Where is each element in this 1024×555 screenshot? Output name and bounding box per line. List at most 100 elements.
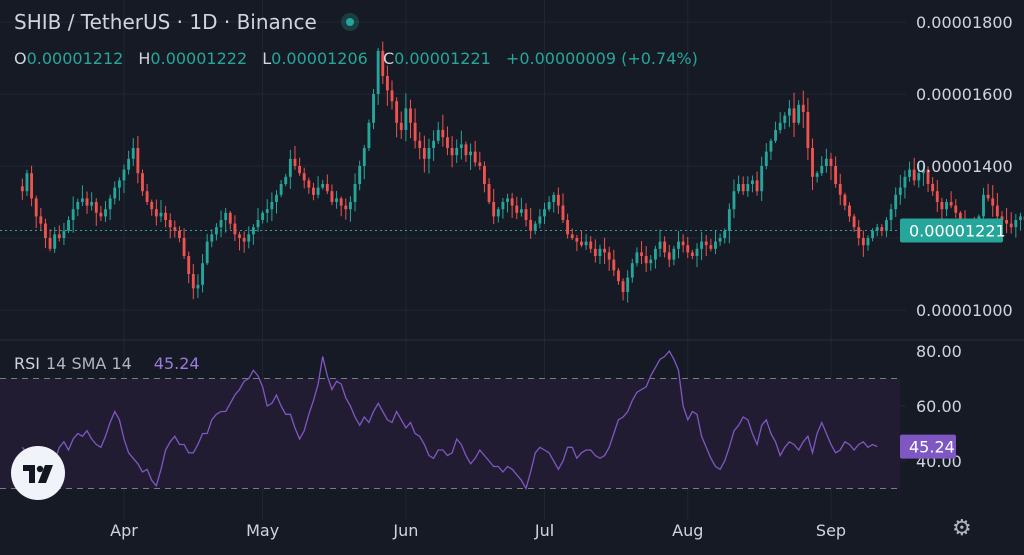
candle-body [478, 162, 481, 166]
candle-body [991, 198, 994, 205]
candle-body [483, 166, 486, 184]
candle-body [349, 202, 352, 209]
candle-body [908, 170, 911, 177]
candle-body [894, 195, 897, 209]
candle-body [783, 116, 786, 123]
price-tick-label: 0.00001600 [916, 85, 1013, 104]
candle-body [853, 216, 856, 227]
tradingview-logo-icon[interactable] [11, 446, 65, 500]
candle-body [987, 195, 990, 199]
candle-body [830, 159, 833, 166]
candle-body [363, 148, 366, 166]
candle-body [936, 191, 939, 202]
rsi-name: RSI [14, 354, 40, 373]
time-tick-label: May [246, 521, 279, 540]
candle-body [520, 209, 523, 213]
candle-body [391, 90, 394, 101]
candle-body [132, 148, 135, 159]
candle-body [113, 188, 116, 199]
candle-body [317, 188, 320, 195]
open-value: 0.00001212 [27, 49, 124, 68]
candle-body [206, 242, 209, 264]
low-label: L [262, 49, 271, 68]
candle-body [880, 227, 883, 231]
candle-body [552, 195, 555, 202]
candle-body [696, 249, 699, 256]
candle-body [608, 252, 611, 259]
candle-body [982, 195, 985, 217]
candle-body [289, 159, 292, 177]
rsi-tick-label: 80.00 [916, 342, 962, 361]
candle-body [622, 281, 625, 292]
candle-body [649, 260, 652, 264]
candle-body [571, 234, 574, 238]
candle-body [640, 252, 643, 256]
candle-body [876, 227, 879, 231]
candle-body [557, 195, 560, 206]
candle-body [904, 177, 907, 188]
candle-body [26, 173, 29, 191]
price-tick-label: 0.00001800 [916, 13, 1013, 32]
candle-body [455, 148, 458, 155]
candle-body [460, 144, 463, 148]
market-status-icon[interactable] [341, 13, 359, 31]
candle-body [488, 184, 491, 202]
candle-body [820, 166, 823, 173]
candle-body [173, 227, 176, 231]
candle-body [81, 198, 84, 202]
candle-body [474, 152, 477, 163]
candle-body [529, 220, 532, 231]
symbol-header[interactable]: SHIB / TetherUS · 1D · Binance [14, 10, 359, 34]
candle-body [885, 220, 888, 231]
high-label: H [138, 49, 150, 68]
candle-body [252, 227, 255, 234]
candle-body [49, 238, 52, 249]
candle-body [862, 238, 865, 245]
candle-body [441, 130, 444, 137]
candle-body [534, 224, 537, 231]
candle-body [201, 263, 204, 285]
candle-body [839, 184, 842, 195]
high-value: 0.00001222 [150, 49, 247, 68]
candle-body [400, 123, 403, 130]
candle-body [672, 249, 675, 260]
candle-body [409, 108, 412, 122]
symbol-title[interactable]: SHIB / TetherUS · 1D · Binance [14, 10, 317, 34]
candle-body [90, 202, 93, 206]
candle-body [109, 198, 112, 209]
candle-body [617, 270, 620, 281]
candle-body [548, 202, 551, 209]
candle-body [566, 220, 569, 234]
candle-body [677, 242, 680, 249]
candle-body [719, 238, 722, 242]
candle-body [867, 238, 870, 245]
candle-body [298, 166, 301, 173]
candle-body [446, 137, 449, 148]
candle-body [67, 220, 70, 231]
rsi-tick-label: 60.00 [916, 397, 962, 416]
candle-body [432, 141, 435, 148]
candle-body [691, 252, 694, 256]
candle-body [160, 213, 163, 217]
candle-body [72, 209, 75, 220]
candle-body [146, 191, 149, 202]
candle-body [164, 213, 167, 220]
candle-body [811, 148, 814, 177]
gear-icon[interactable]: ⚙ [952, 518, 972, 540]
candle-body [996, 206, 999, 217]
candle-body [169, 220, 172, 227]
candle-body [515, 206, 518, 213]
rsi-value-text: 45.24 [909, 438, 955, 457]
candle-body [312, 188, 315, 195]
candle-body [326, 184, 329, 191]
candle-body [497, 209, 500, 216]
candle-body [765, 152, 768, 166]
candle-body [797, 105, 800, 123]
candle-body [506, 198, 509, 202]
candle-body [183, 238, 186, 256]
